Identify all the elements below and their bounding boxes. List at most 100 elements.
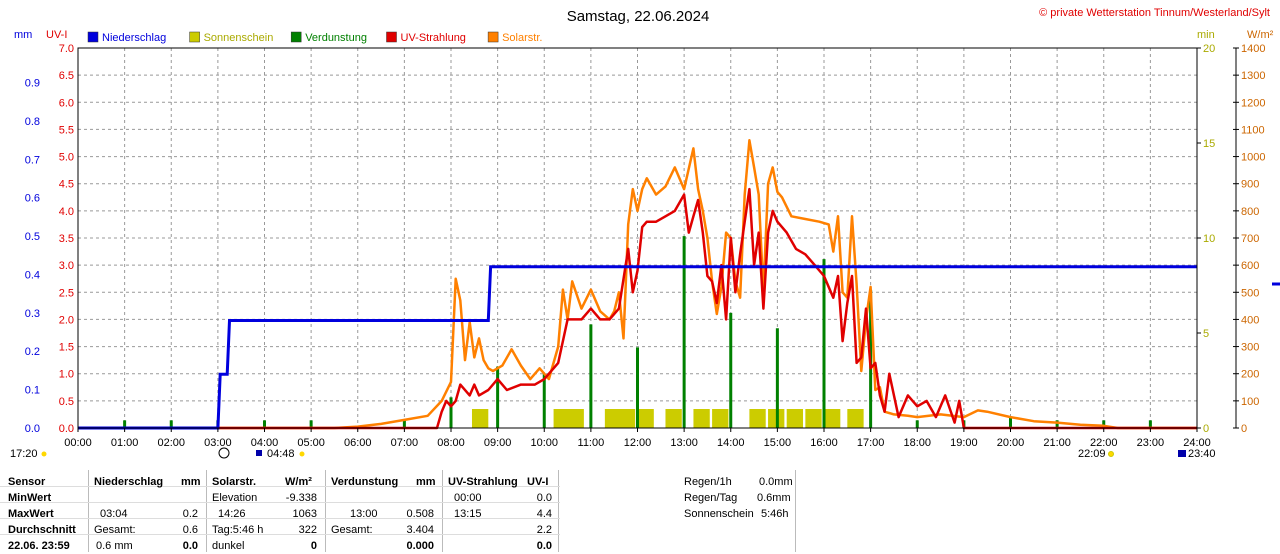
copyright-text: © private Wetterstation Tinnum/Westerlan… [1039,7,1270,19]
mm-tick-label: 0.8 [25,116,40,128]
legend-label: UV-Strahlung [401,32,466,44]
mm-tick-label: 0.4 [25,269,40,281]
uv-max-time: 13:15 [454,508,482,520]
sunshine-bar [847,409,864,428]
uv-tick-label: 5.0 [59,152,74,164]
mm-tick-label: 0.3 [25,308,40,320]
civil-dusk-label: 23:40 [1188,448,1216,460]
x-tick-label: 04:00 [251,437,279,449]
uv-tick-label: 6.0 [59,97,74,109]
sunshine-bar [712,409,729,428]
x-tick-label: 02:00 [157,437,185,449]
sunshine-bar [604,409,622,428]
x-tick-label: 01:00 [111,437,139,449]
legend-label: Sonnenschein [204,32,274,44]
uv-tick-label: 0.5 [59,396,74,408]
wm2-tick-label: 0 [1241,423,1247,435]
chart-legend: Niederschlag Sonnenschein Verdunstung UV-St… [87,31,542,44]
x-tick-label: 20:00 [997,437,1025,449]
verdunstung-total-value: 3.404 [406,524,434,536]
wm2-tick-label: 300 [1241,342,1259,354]
wm2-tick-label: 1300 [1241,70,1265,82]
sensor-row-now: 22.06. 23:59 [8,540,70,552]
sunshine-bar [786,409,804,428]
mm-tick-label: 0.0 [25,423,40,435]
niederschlag-total-label: Gesamt: [94,524,136,536]
statistics-table: Sensor MinWert MaxWert Durchschnitt 22.0… [0,470,1280,552]
precipitation-line [78,265,1197,430]
solar-now-value: 0 [310,540,317,552]
summary-rain-day-value: 0.6mm [757,492,791,504]
mm-tick-label: 0.6 [25,193,40,205]
x-tick-label: 03:00 [204,437,232,449]
solar-avg-value: 322 [298,524,317,536]
solar-now-label: dunkel [212,540,245,552]
legend-label: Niederschlag [102,32,166,44]
niederschlag-unit: mm [181,476,201,488]
wm2-tick-label: 100 [1241,396,1259,408]
uv-min-value: 0.0 [536,492,552,504]
sunshine-bar [567,409,584,428]
dusk-marker-icon [1178,450,1186,457]
min-tick-label: 10 [1203,233,1215,245]
niederschlag-now-label: 0.6 mm [96,540,133,552]
astro-markers: 17:20 04:48 22:09 23:40 [10,447,1216,460]
uv-unit: UV-I [527,476,549,488]
x-tick-label: 12:00 [624,437,652,449]
solar-header: Solarstr. [212,476,257,488]
uv-tick-label: 0.0 [59,423,74,435]
uv-now-value: 0.0 [536,540,552,552]
wm2-tick-label: 600 [1241,260,1259,272]
uv-tick-label: 4.5 [59,179,74,191]
uv-min-time: 00:00 [454,492,482,504]
wm2-tick-label: 800 [1241,206,1259,218]
x-tick-label: 09:00 [484,437,512,449]
unit-uv-label: UV-I [46,29,67,41]
sunset-label: 22:09 [1078,448,1106,460]
uv-tick-label: 5.5 [59,124,74,136]
niederschlag-max-value: 0.2 [182,508,198,520]
sunshine-bar [553,409,570,428]
niederschlag-now-value: 0.0 [182,540,198,552]
wm2-tick-label: 1400 [1241,43,1265,55]
x-tick-label: 11:00 [578,437,605,449]
x-tick-label: 18:00 [903,437,931,449]
legend-swatch [87,31,99,43]
mm-tick-label: 0.9 [25,78,40,90]
min-tick-label: 20 [1203,43,1215,55]
summary-rain-hour-label: Regen/1h [684,476,732,488]
legend-swatch [386,31,397,43]
uv-tick-label: 2.0 [59,314,74,326]
summary-sunshine-value: 5:46h [761,508,789,520]
sensor-row-avg: Durchschnitt [8,524,76,536]
x-tick-label: 10:00 [530,437,558,449]
legend-label: Solarstr. [502,32,542,44]
wm2-tick-label: 1200 [1241,97,1265,109]
sensor-header: Sensor [8,476,46,488]
wm2-tick-label: 400 [1241,314,1259,326]
uv-tick-label: 2.5 [59,287,74,299]
wm2-tick-label: 1000 [1241,152,1265,164]
uv-header: UV-Strahlung [448,476,518,488]
min-tick-label: 0 [1203,423,1209,435]
solar-max-time: 14:26 [218,508,246,520]
uv-radiation-line [78,187,1197,430]
verdunstung-total-label: Gesamt: [331,524,373,536]
sunshine-bar [471,409,489,428]
sunshine-bar [805,409,822,428]
legend-label: Verdunstung [305,32,367,44]
legend-swatch [290,31,302,43]
uv-max-value: 4.4 [536,508,552,520]
min-tick-label: 5 [1203,328,1209,340]
summary-rain-hour-value: 0.0mm [759,476,793,488]
evaporation-impulses [123,236,1152,428]
solar-avg-label: Tag:5:46 h [212,524,264,536]
sunshine-bar [665,409,682,428]
sunrise-label: 04:48 [267,448,295,460]
unit-min-label: min [1197,29,1215,41]
summary-sunshine-label: Sonnenschein [684,508,754,520]
sensor-row-max: MaxWert [8,508,54,520]
sunshine-bar [824,409,841,428]
x-tick-label: 14:00 [717,437,745,449]
uv-avg-value: 2.2 [536,524,552,536]
